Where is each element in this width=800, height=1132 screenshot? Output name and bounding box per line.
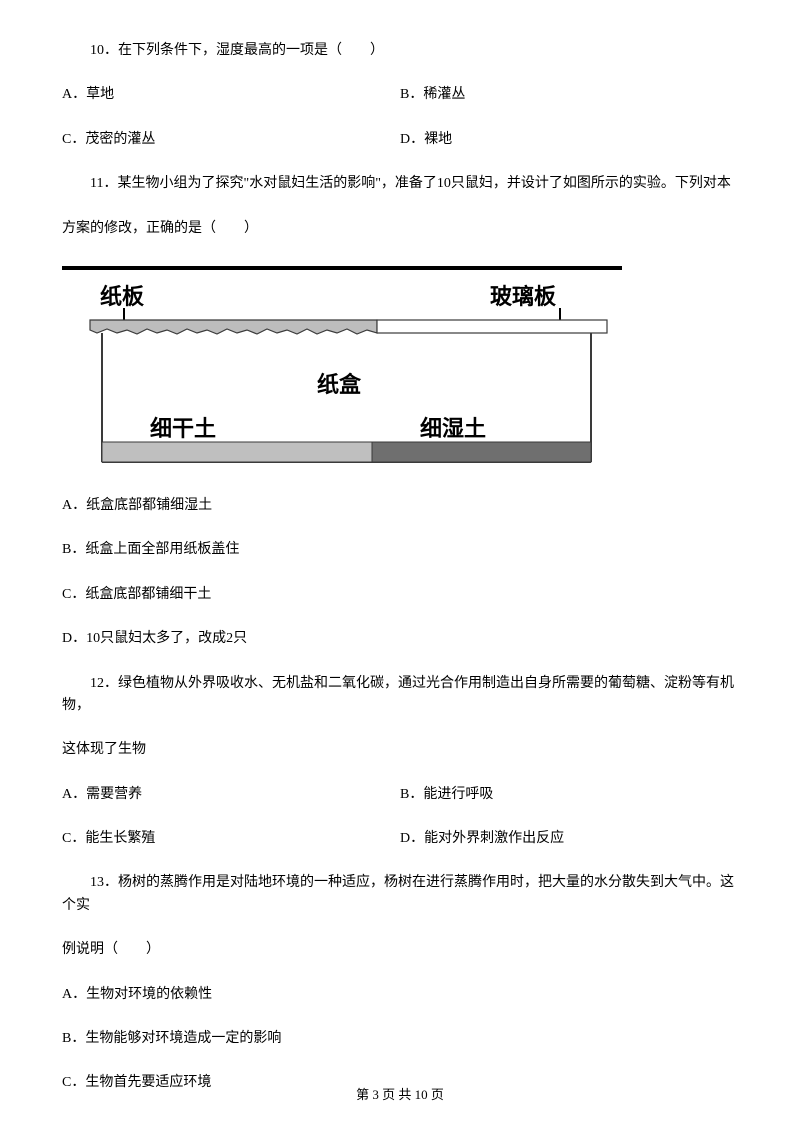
q12-text-line2: 这体现了生物	[62, 739, 738, 761]
page-footer: 第 3 页 共 10 页	[0, 1085, 800, 1106]
dry-soil	[102, 442, 372, 462]
q12-body1: 绿色植物从外界吸收水、无机盐和二氧化碳，通过光合作用制造出自身所需要的葡萄糖、淀…	[62, 676, 734, 713]
q10-optC: C．茂密的灌丛	[62, 129, 400, 151]
q11-text-line1: 11．某生物小组为了探究"水对鼠妇生活的影响"，准备了10只鼠妇，并设计了如图所…	[62, 173, 738, 195]
q11-text-line2: 方案的修改，正确的是（ ）	[62, 218, 738, 240]
q12-options-row1: A．需要营养 B．能进行呼吸	[62, 784, 738, 806]
diagram-topbar	[62, 266, 622, 270]
q10-options-row2: C．茂密的灌丛 D．裸地	[62, 129, 738, 151]
q10-optB: B．稀灌丛	[400, 84, 738, 106]
experiment-diagram: 纸板 玻璃板 纸盒 细干土 细湿土	[62, 262, 738, 477]
q12-optA: A．需要营养	[62, 784, 400, 806]
q12-optB: B．能进行呼吸	[400, 784, 738, 806]
q13-optB: B．生物能够对环境造成一定的影响	[62, 1028, 738, 1050]
q13-optA: A．生物对环境的依赖性	[62, 984, 738, 1006]
q13-text-line2: 例说明（ ）	[62, 939, 738, 961]
q12-optC: C．能生长繁殖	[62, 828, 400, 850]
q10-options-row1: A．草地 B．稀灌丛	[62, 84, 738, 106]
label-drysoil: 细干土	[150, 416, 216, 441]
q13-body1: 杨树的蒸腾作用是对陆地环境的一种适应，杨树在进行蒸腾作用时，把大量的水分散失到大…	[62, 875, 734, 912]
q10-text: 10．在下列条件下，湿度最高的一项是（ ）	[62, 40, 738, 62]
q11-body1: 某生物小组为了探究"水对鼠妇生活的影响"，准备了10只鼠妇，并设计了如图所示的实…	[117, 176, 730, 191]
label-paperboard: 纸板	[100, 284, 145, 309]
wet-soil	[372, 442, 591, 462]
q12-text-line1: 12．绿色植物从外界吸收水、无机盐和二氧化碳，通过光合作用制造出自身所需要的葡萄…	[62, 673, 738, 718]
label-wetsoil: 细湿土	[420, 416, 486, 441]
q11-optB: B．纸盒上面全部用纸板盖住	[62, 539, 738, 561]
q11-optD: D．10只鼠妇太多了，改成2只	[62, 628, 738, 650]
q13-text-line1: 13．杨树的蒸腾作用是对陆地环境的一种适应，杨树在进行蒸腾作用时，把大量的水分散…	[62, 872, 738, 917]
lid-left	[90, 320, 377, 334]
q11-optA: A．纸盒底部都铺细湿土	[62, 495, 738, 517]
label-glassboard: 玻璃板	[490, 284, 557, 309]
q12-number: 12．	[90, 676, 118, 691]
q10-number: 10．	[90, 43, 118, 58]
q12-options-row2: C．能生长繁殖 D．能对外界刺激作出反应	[62, 828, 738, 850]
label-box: 纸盒	[317, 372, 362, 397]
q12-optD: D．能对外界刺激作出反应	[400, 828, 738, 850]
q13-number: 13．	[90, 875, 118, 890]
q10-optD: D．裸地	[400, 129, 738, 151]
lid-right	[377, 320, 607, 333]
q10-body: 在下列条件下，湿度最高的一项是（ ）	[118, 43, 384, 58]
q11-number: 11．	[90, 176, 117, 191]
q10-optA: A．草地	[62, 84, 400, 106]
q11-optC: C．纸盒底部都铺细干土	[62, 584, 738, 606]
